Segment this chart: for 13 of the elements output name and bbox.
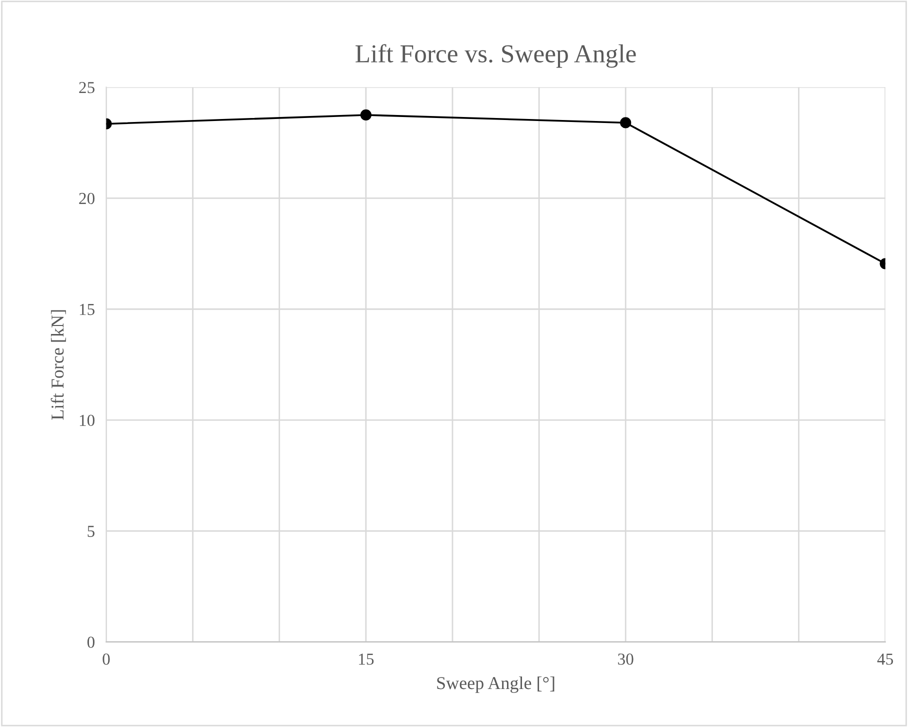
y-tick-label: 25 bbox=[79, 82, 94, 94]
x-tick-label: 30 bbox=[618, 654, 634, 665]
x-tick-label: 45 bbox=[877, 654, 893, 665]
y-axis-title: Lift Force [kN] bbox=[50, 310, 66, 420]
y-tick-label: 20 bbox=[79, 192, 94, 204]
chart-title: Lift Force vs. Sweep Angle bbox=[356, 44, 636, 68]
y-tick-label: 10 bbox=[80, 414, 94, 426]
y-tick-label: 15 bbox=[80, 304, 94, 316]
x-tick-label: 15 bbox=[359, 654, 374, 665]
x-axis-title: Sweep Angle [°] bbox=[437, 676, 554, 693]
x-tick-label: 0 bbox=[102, 654, 110, 665]
y-tick-label: 0 bbox=[87, 636, 94, 648]
y-tick-label: 5 bbox=[88, 526, 94, 537]
